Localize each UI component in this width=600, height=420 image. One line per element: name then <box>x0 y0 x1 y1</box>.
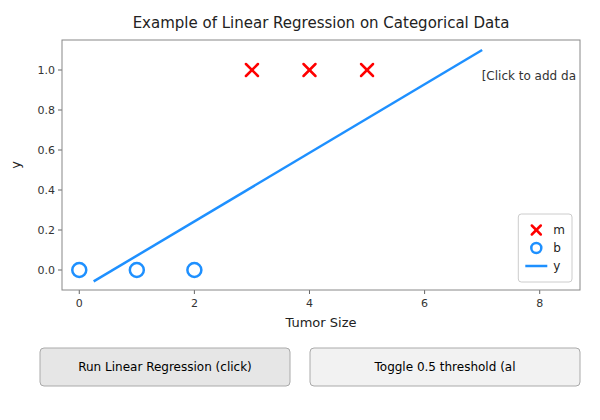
marks <box>72 50 482 281</box>
tick-mark <box>58 110 62 111</box>
button: Run Linear Regression (click) <box>40 348 290 386</box>
marker-stroke <box>361 64 373 76</box>
button-label: Run Linear Regression (click) <box>78 360 252 374</box>
chart: 0.0 0.2 0.4 0.6 0.8 1.0 0 2 4 6 8 Example of Linear… <box>0 0 600 420</box>
legend-label: y <box>553 259 560 273</box>
marker-stroke <box>361 64 373 76</box>
axes: 0.0 0.2 0.4 0.6 0.8 1.0 0 2 4 6 8 <box>38 40 581 310</box>
tick-label: 6 <box>421 297 428 310</box>
tick-mark <box>58 270 62 271</box>
tick-label: 0.8 <box>38 104 56 117</box>
marker-stroke <box>246 64 258 76</box>
tick-mark <box>58 150 62 151</box>
button: Toggle 0.5 threshold (al <box>310 348 580 386</box>
y-axis-label: y <box>8 161 23 169</box>
tick-label: 2 <box>191 297 198 310</box>
plot-frame <box>62 40 580 290</box>
tick-mark <box>58 70 62 71</box>
marker-stroke <box>532 226 541 235</box>
legend-label: m <box>553 223 565 237</box>
point <box>187 263 201 277</box>
point <box>361 64 373 76</box>
legend-swatch <box>531 243 541 253</box>
regression-line <box>94 50 483 281</box>
tick-mark <box>58 230 62 231</box>
point <box>130 263 144 277</box>
marker-stroke <box>246 64 258 76</box>
plot-area <box>62 40 580 290</box>
button-box <box>310 348 580 386</box>
button-box <box>40 348 290 386</box>
title: Example of Linear Regression on Categori… <box>133 14 510 32</box>
tick-label: 0.6 <box>38 144 56 157</box>
legend-box <box>518 214 572 282</box>
tick-mark <box>58 190 62 191</box>
legend-label: b <box>553 241 561 255</box>
point <box>246 64 258 76</box>
legend-swatch <box>532 226 541 235</box>
tick-mark <box>79 290 80 294</box>
tick-mark <box>309 290 310 294</box>
button-label: Toggle 0.5 threshold (al <box>374 360 516 374</box>
tick-label: 0 <box>76 297 83 310</box>
tick-label: 0.4 <box>38 184 56 197</box>
tick-label: 0.0 <box>38 264 56 277</box>
legend: mby <box>518 214 572 282</box>
point <box>72 263 86 277</box>
tick-label: 4 <box>306 297 313 310</box>
tick-mark <box>194 290 195 294</box>
marker-stroke <box>303 64 315 76</box>
tick-label: 0.2 <box>38 224 56 237</box>
marker-stroke <box>532 226 541 235</box>
legend-swatch <box>525 265 547 268</box>
x-axis-label: Tumor Size <box>285 315 357 330</box>
tick-mark <box>539 290 540 294</box>
tick-mark <box>424 290 425 294</box>
point <box>303 64 315 76</box>
tick-label: 8 <box>536 297 543 310</box>
marker-stroke <box>303 64 315 76</box>
annotation: [Click to add da <box>482 69 576 83</box>
tick-label: 1.0 <box>38 64 56 77</box>
